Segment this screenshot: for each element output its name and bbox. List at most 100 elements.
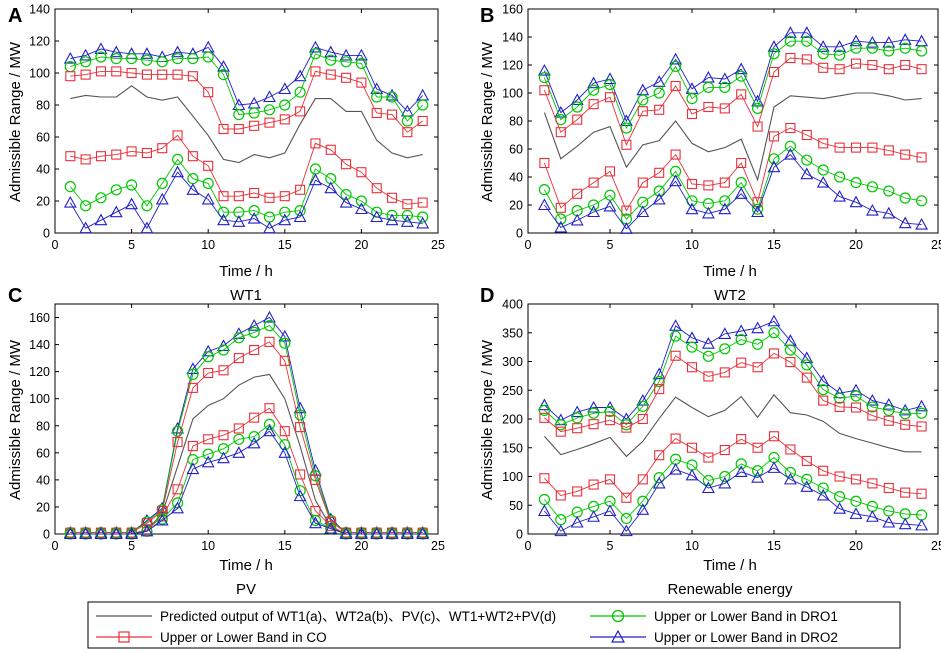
panel-a-dro2-point — [324, 45, 338, 58]
panel-a-dro2-point — [400, 215, 414, 227]
panel-b-dro2-point — [669, 52, 683, 65]
panel-d-dro1-point — [604, 405, 616, 418]
panel-c-ytick-label: 160 — [29, 311, 50, 325]
panel-a-dro1-point — [202, 177, 214, 189]
panel-a-co-point — [141, 147, 152, 159]
panel-a-co-point — [402, 199, 413, 210]
panel-a-xtick-label: 5 — [128, 238, 135, 252]
panel-a-series-dro1-2 — [64, 48, 429, 127]
panel-d-co-point — [588, 419, 599, 430]
panel-c-co-point — [218, 365, 229, 376]
panel-b-co-line — [543, 127, 922, 212]
panel-a-series-co-4 — [65, 130, 428, 210]
panel-b-co-point — [785, 122, 796, 134]
panel-a-dro1-point — [294, 86, 306, 98]
panel-c-series-dro1-2 — [64, 320, 429, 539]
panel-c-ytick-label: 40 — [36, 473, 50, 487]
panel-d-co-point — [801, 455, 812, 467]
panel-a-dro1-point — [417, 99, 429, 111]
panel-d-ytick-label: 250 — [502, 384, 523, 398]
panel-a-dro1-point — [417, 211, 429, 223]
panel-c-dro2-line — [70, 316, 423, 534]
panel-a-dro1-line — [69, 158, 423, 218]
panel-c-co-line — [70, 407, 423, 535]
panel-d-ytick-label: 50 — [509, 499, 523, 513]
panel-c-co-point — [141, 518, 152, 529]
panel-d-dro2-point — [669, 319, 683, 331]
legend-dro1-marker — [611, 609, 625, 623]
panel-c-dro2-point — [109, 527, 123, 540]
panel-c-co-point — [187, 382, 198, 393]
panel-c-xlabel: Time / h — [219, 557, 273, 574]
panel-d-title: Renewable energy — [667, 581, 793, 598]
panel-a-dro2-point — [416, 216, 430, 229]
panel-b-dro1-point — [899, 42, 911, 54]
legend-item-co: Upper or Lower Band in CO — [96, 630, 327, 645]
panel-a-dro2-point — [293, 69, 307, 82]
panel-c-co-point — [279, 426, 290, 437]
panel-b: B 0 5 10 15 20 25 0 20 40 60 80 100 120 140 160 Time /… — [479, 3, 941, 305]
panel-a-xtick-label: 10 — [201, 238, 215, 252]
panel-a-series-predicted-0 — [70, 85, 423, 164]
panel-d-co-point — [850, 474, 862, 485]
panel-b-dro1-point — [866, 42, 879, 54]
panel-b-co-point — [637, 177, 648, 188]
panel-d-dro2-point — [915, 399, 929, 412]
panel-b-ytick-label: 120 — [502, 59, 523, 73]
panel-a-dro2-point — [186, 183, 200, 195]
panel-a-dro1-point — [371, 91, 383, 103]
panel-a-co-point — [325, 144, 336, 155]
panel-d-xlabel: Time / h — [703, 557, 757, 574]
panel-b-co-point — [752, 121, 763, 132]
panel-d-dro1-point — [899, 408, 911, 420]
panel-d-co-line — [544, 435, 922, 499]
panel-a-dro2-point — [125, 197, 139, 210]
panel-c-ytick-label: 80 — [36, 419, 50, 433]
panel-a-co-point — [203, 87, 214, 98]
panel-b-co-point — [670, 149, 681, 160]
panel-a-dro1-point — [171, 153, 184, 165]
panel-d-dro1-point — [555, 419, 567, 431]
panel-a-ytick-label: 60 — [36, 131, 50, 145]
panel-a-dro2-point — [79, 48, 93, 61]
panel-d-dro1-point — [587, 407, 600, 419]
panel-a-xtick-label: 0 — [52, 238, 59, 252]
panel-d-co-point — [850, 402, 862, 413]
panel-b-co-point — [719, 177, 730, 188]
panel-b-series-dro2-6 — [537, 147, 929, 234]
panel-c-dro1-point — [263, 320, 276, 332]
panel-c-co-line — [70, 341, 423, 534]
panel-b-dro2-point — [898, 33, 912, 45]
panel-b-xtick-label: 5 — [607, 238, 614, 252]
panel-d-dro1-point — [538, 404, 551, 416]
panel-d-dro2-point — [833, 386, 847, 399]
panel-d-co-point — [703, 452, 714, 463]
panel-d-dro1-point — [653, 472, 665, 484]
panel-d-dro1-point — [915, 407, 928, 419]
panel-a-co-point — [325, 69, 336, 80]
panel-a-ylabel: Admissible Range / MW — [7, 41, 24, 202]
panel-a-series-co-3 — [65, 66, 428, 138]
panel-b-ytick-label: 100 — [502, 87, 523, 101]
panel-b-co-point — [785, 52, 796, 64]
panel-b-dro2-point — [783, 26, 797, 38]
panel-a-dro1-point — [80, 56, 92, 68]
panel-c-dro1-point — [248, 430, 260, 443]
panel-b-co-point — [621, 205, 632, 216]
panel-d-co-point — [916, 488, 927, 499]
panel-b-dro1-point — [538, 71, 551, 84]
panel-c-dro2-point — [263, 424, 276, 437]
panel-c-dro1-point — [263, 418, 276, 431]
panel-b-dro1-point — [833, 171, 846, 183]
panel-b-co-point — [883, 145, 894, 156]
panel-c-co-point — [310, 474, 321, 485]
panel-b-co-point — [818, 62, 829, 73]
panel-d-co-point — [768, 431, 780, 442]
panel-d-dro2-point — [701, 337, 715, 349]
panel-d-dro2-point — [636, 393, 650, 406]
panel-d-dro2-point — [849, 383, 863, 396]
panel-a-co-point — [417, 115, 428, 127]
panel-d-dro1-point — [571, 412, 583, 424]
panel-b-dro2-point — [718, 72, 732, 85]
